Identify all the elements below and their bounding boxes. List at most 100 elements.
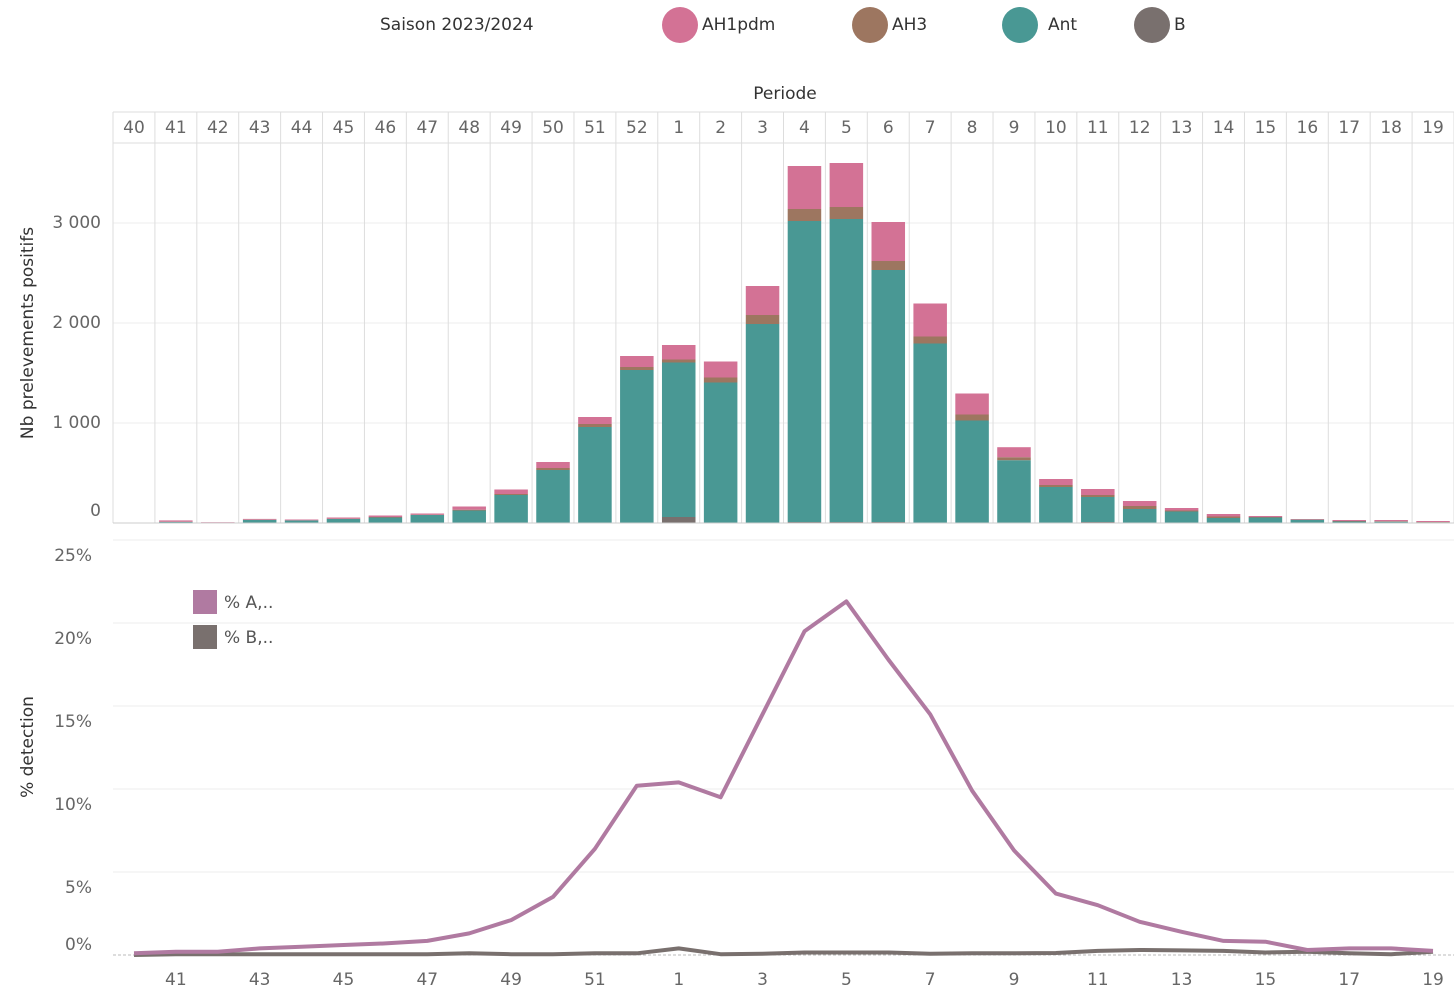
bar-segment [661,359,696,363]
x-tick-label: 40 [123,118,145,138]
bar-segment [284,520,319,523]
x-tick-label: 45 [333,118,355,138]
season-label: Saison 2023/2024 [380,15,534,35]
y-tick-label: 0 [90,501,101,521]
x-tick-label: 12 [1129,118,1151,138]
bar-segment [871,222,906,261]
bar-segment [1248,517,1283,518]
bar-segment [871,270,906,522]
bar-segment [1122,501,1157,506]
x-tick-label: 10 [1045,118,1067,138]
bar-segment [703,361,738,378]
bar-segment [745,286,780,315]
bar-segment [955,414,989,421]
bar-segment [494,494,528,495]
legend-swatch [193,625,217,649]
legend-label: % A,.. [224,593,273,613]
bar-segment [452,510,486,523]
x-tick-label: 14 [1213,118,1235,138]
legend-swatch [852,7,888,43]
bar-segment [1039,485,1073,487]
bar-segment [494,495,528,523]
x-tick-label: 46 [375,118,397,138]
bar-segment [1332,521,1366,523]
bar-segment [1374,520,1408,522]
bar-segment [368,517,403,523]
x-tick-label: 13 [1171,118,1193,138]
bar-segment [536,470,570,523]
bar-segment [159,520,193,522]
y-axis-title: Nb prelevements positifs [18,227,38,439]
legend [662,7,1170,43]
bar-segment [284,519,319,521]
y-tick-label: 10% [54,795,92,815]
bar-segment [955,393,989,415]
bar-segment [578,424,612,427]
bar-segment [1248,516,1283,517]
x-tick-label: 49 [500,118,522,138]
bar-segment [410,513,445,515]
bar-segment [913,303,947,337]
x-tick-label: 51 [584,118,606,138]
bar-segment [1206,518,1241,523]
bar-segment [326,517,361,519]
legend-swatch [1134,7,1170,43]
bar-segment [620,356,654,367]
bar-segment [368,517,403,518]
x-tick-label: 47 [416,118,438,138]
x-axis-title: Periode [753,84,816,104]
x-tick-label: 48 [458,118,480,138]
bar-segment [1164,511,1199,523]
legend-swatch [662,7,698,43]
bar-segment [997,447,1031,458]
bar-segment [787,221,822,522]
x-tick-label: 51 [584,970,606,990]
bar-segment [745,324,780,523]
x-tick-label: 3 [757,118,768,138]
legend-label: AH1pdm [702,15,775,35]
y-tick-label: 25% [54,546,92,566]
y-tick-label: 3 000 [52,213,101,233]
legend-label: % B,.. [224,628,273,648]
bar-segment [871,261,906,270]
x-tick-label: 44 [291,118,313,138]
bar-segment [242,518,277,520]
x-tick-label: 15 [1255,118,1277,138]
bar-segment [242,519,277,523]
bar-segment [159,521,193,523]
x-tick-label: 15 [1255,970,1277,990]
bar-segment [955,420,989,523]
legend-label: AH3 [892,15,927,35]
x-tick-label: 11 [1087,118,1109,138]
bar-segment [452,506,486,510]
x-tick-label: 7 [925,970,936,990]
bar-segment [1206,516,1241,518]
x-tick-label: 7 [925,118,936,138]
legend-label: Ant [1048,15,1077,35]
bar-segment [787,209,822,221]
x-tick-label: 43 [249,118,271,138]
bar-segment [410,515,445,523]
bar-segment [703,382,738,523]
bar-segment [578,427,612,523]
bar-segment [1332,520,1366,521]
line-series [133,946,1434,957]
bar-segment [829,163,864,207]
bar-segment [1122,509,1157,523]
bar-segment [913,336,947,344]
legend-swatch [193,590,217,614]
x-tick-label: 9 [1009,118,1020,138]
bar-segment [1039,487,1073,523]
bar-segment [578,417,612,424]
x-tick-label: 18 [1380,118,1402,138]
bar-segment [787,166,822,209]
bar-segment [1416,521,1450,522]
bar-segment [829,207,864,219]
y-tick-label: 5% [65,878,92,898]
x-tick-label: 41 [165,118,187,138]
x-tick-label: 50 [542,118,564,138]
bar-segment [661,517,696,523]
bar-segment [452,509,486,511]
legend-swatch [1002,7,1038,43]
